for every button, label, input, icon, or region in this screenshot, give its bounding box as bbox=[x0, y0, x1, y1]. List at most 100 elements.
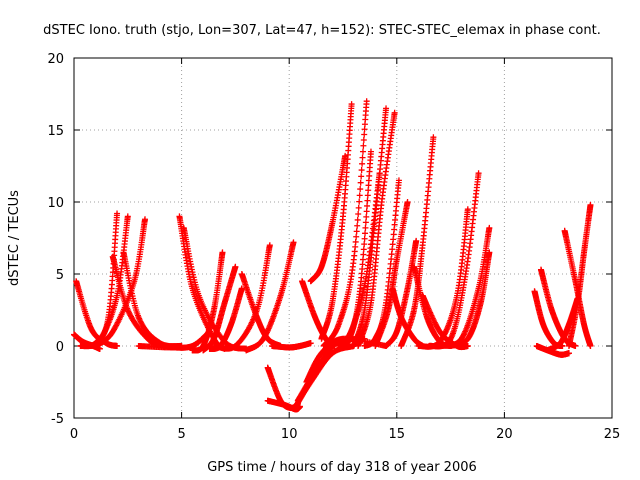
y-tick-label: 15 bbox=[47, 124, 64, 139]
data-point bbox=[587, 343, 594, 349]
y-tick-label: 0 bbox=[56, 340, 64, 355]
data-point bbox=[383, 105, 390, 112]
data-point bbox=[363, 98, 370, 105]
series-track bbox=[189, 249, 226, 354]
data-point bbox=[358, 167, 365, 174]
data-point bbox=[342, 152, 349, 159]
series-track bbox=[318, 101, 355, 342]
data-point bbox=[362, 230, 369, 237]
data-point bbox=[142, 216, 149, 223]
data-point bbox=[395, 177, 402, 184]
x-axis-label: GPS time / hours of day 318 of year 2006 bbox=[207, 460, 477, 475]
series-track bbox=[210, 242, 273, 352]
data-point bbox=[357, 186, 364, 193]
data-point bbox=[464, 343, 471, 349]
data-point bbox=[360, 251, 367, 258]
data-point bbox=[565, 350, 572, 357]
data-point bbox=[361, 235, 368, 242]
data-point bbox=[367, 148, 374, 155]
data-point bbox=[361, 241, 368, 248]
data-point bbox=[219, 249, 226, 256]
series-track bbox=[355, 109, 398, 349]
series-track bbox=[268, 340, 314, 351]
data-point bbox=[359, 160, 366, 167]
y-tick-label: 5 bbox=[56, 268, 64, 283]
series-track bbox=[350, 105, 390, 349]
data-point bbox=[353, 228, 360, 235]
data-point bbox=[364, 192, 371, 199]
chart-title: dSTEC Iono. truth (stjo, Lon=307, Lat=47… bbox=[43, 23, 601, 38]
series-track bbox=[436, 224, 493, 349]
data-point bbox=[361, 131, 368, 138]
y-tick-label: -5 bbox=[51, 412, 64, 427]
data-point bbox=[587, 201, 594, 208]
data-point bbox=[358, 173, 365, 180]
data-point bbox=[290, 239, 297, 246]
series-track bbox=[243, 239, 297, 354]
data-point bbox=[359, 148, 366, 155]
data-point bbox=[363, 208, 370, 215]
x-tick-label: 10 bbox=[281, 427, 298, 442]
series-track bbox=[415, 206, 471, 350]
data-point bbox=[362, 219, 369, 226]
data-point bbox=[238, 285, 245, 292]
data-point bbox=[348, 101, 355, 108]
x-tick-label: 25 bbox=[604, 427, 621, 442]
data-point bbox=[572, 343, 579, 349]
data-point bbox=[359, 154, 366, 161]
series-track bbox=[92, 216, 149, 349]
data-point bbox=[356, 198, 363, 205]
data-point bbox=[114, 343, 121, 349]
data-point bbox=[353, 233, 360, 240]
data-point bbox=[391, 109, 398, 116]
series-track bbox=[398, 134, 437, 349]
data-point bbox=[266, 242, 273, 249]
series-track bbox=[120, 249, 185, 350]
series-track bbox=[561, 227, 594, 349]
data-point bbox=[360, 137, 367, 144]
data-point bbox=[364, 197, 371, 204]
plot-frame bbox=[73, 57, 613, 419]
y-tick-label: 20 bbox=[47, 52, 64, 67]
data-point bbox=[486, 249, 493, 256]
data-point bbox=[307, 340, 314, 347]
data-point bbox=[404, 199, 411, 205]
x-tick-label: 0 bbox=[70, 427, 78, 442]
x-tick-label: 20 bbox=[496, 427, 513, 442]
data-point bbox=[464, 206, 471, 213]
series-track bbox=[320, 98, 370, 349]
data-point bbox=[355, 204, 362, 211]
data-point bbox=[360, 142, 367, 149]
y-tick-label: 10 bbox=[47, 196, 64, 211]
data-point bbox=[124, 213, 131, 220]
series-track bbox=[447, 249, 493, 349]
data-point bbox=[357, 179, 364, 186]
data-point bbox=[475, 170, 482, 177]
data-point bbox=[363, 213, 370, 220]
data-point bbox=[356, 192, 363, 199]
data-point bbox=[96, 345, 103, 352]
x-tick-label: 5 bbox=[177, 427, 185, 442]
data-point bbox=[364, 202, 371, 209]
series-track bbox=[565, 201, 594, 349]
data-point bbox=[354, 216, 361, 223]
series-track bbox=[533, 343, 572, 358]
data-point bbox=[413, 237, 420, 244]
series-track bbox=[372, 199, 411, 349]
data-point bbox=[486, 224, 493, 231]
data-point bbox=[359, 256, 366, 263]
data-point bbox=[352, 238, 359, 245]
series-track bbox=[307, 152, 349, 285]
series-track bbox=[200, 263, 239, 354]
data-point bbox=[355, 210, 362, 217]
data-point bbox=[360, 246, 367, 253]
data-point bbox=[361, 126, 368, 133]
data-point bbox=[232, 263, 239, 270]
x-tick-label: 15 bbox=[389, 427, 406, 442]
series-track bbox=[383, 237, 420, 349]
data-point bbox=[362, 224, 369, 231]
data-point bbox=[354, 222, 361, 229]
data-point bbox=[114, 210, 121, 217]
data-point bbox=[430, 134, 437, 141]
